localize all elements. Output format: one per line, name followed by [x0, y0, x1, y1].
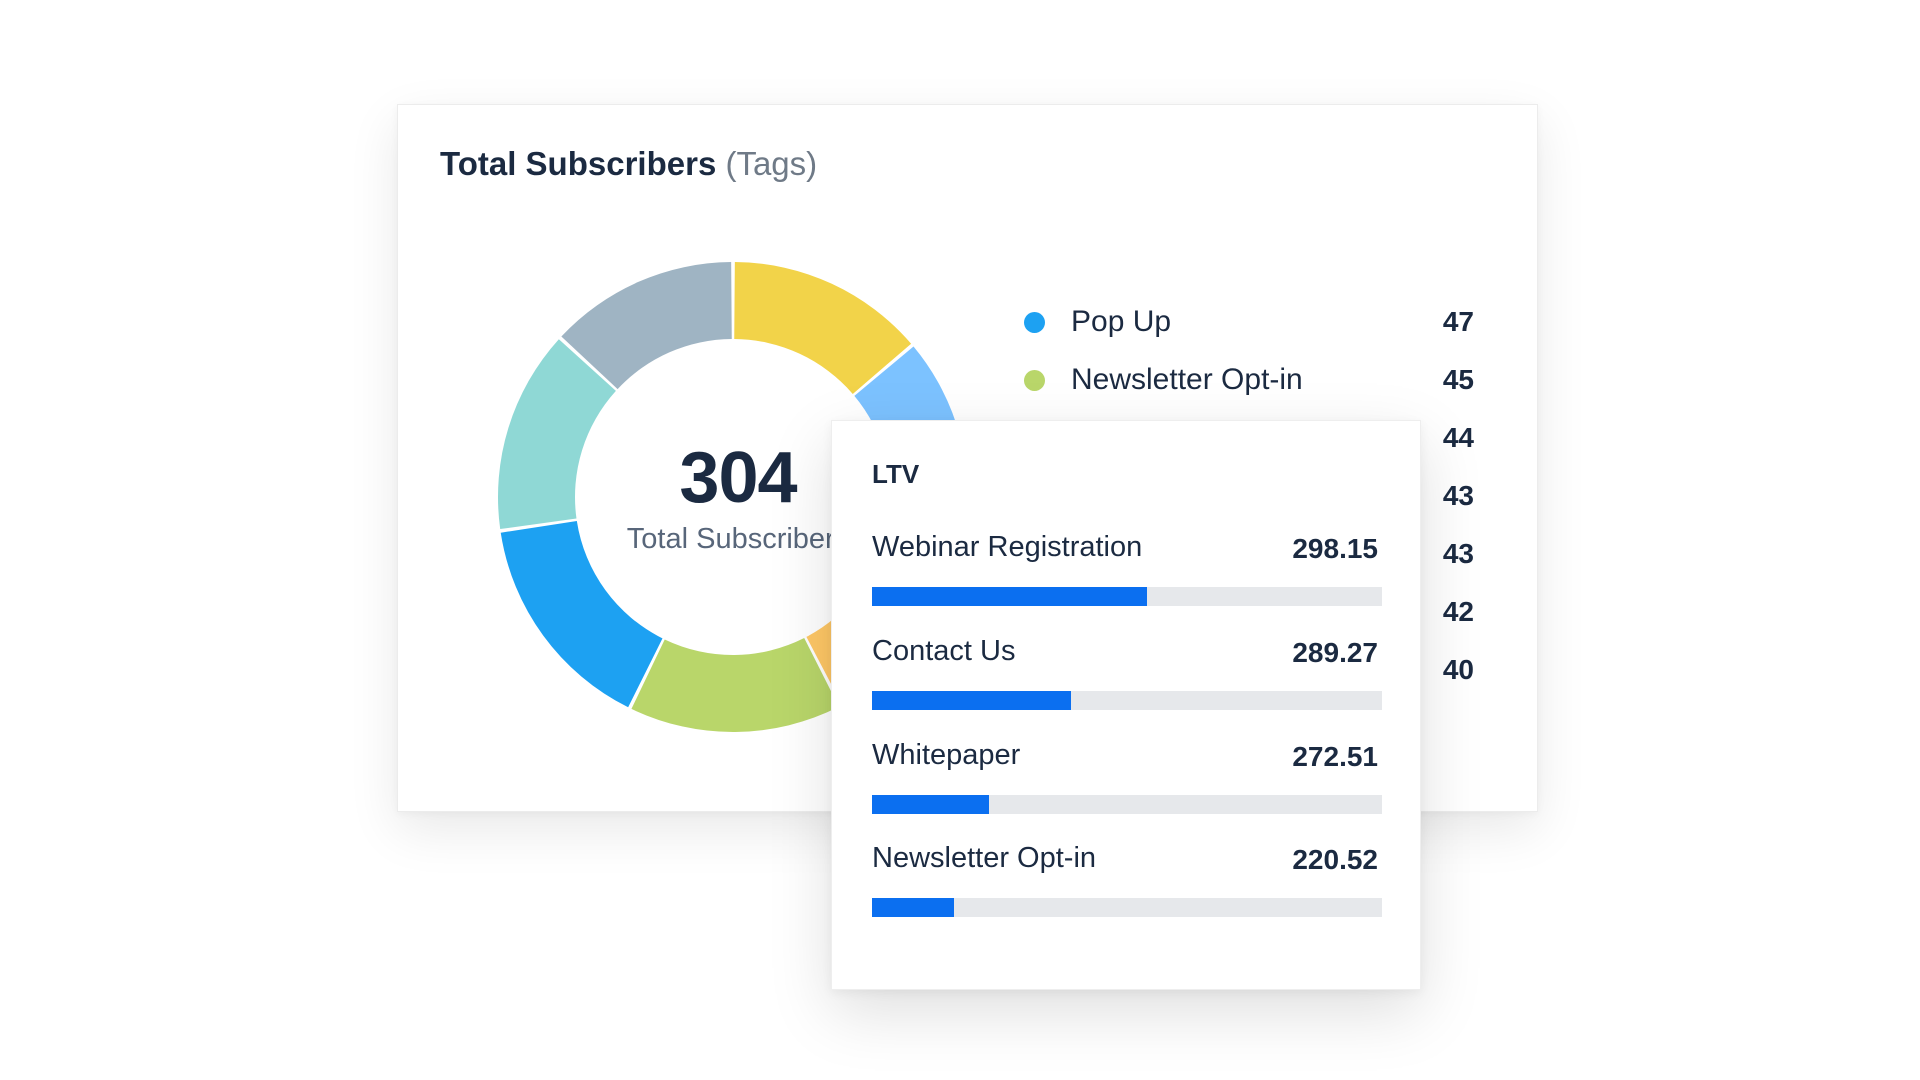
- ltv-bar-value: 272.51: [1292, 741, 1378, 772]
- ltv-bar-track: [872, 587, 1382, 606]
- ltv-bar-track: [872, 795, 1382, 814]
- donut-slice[interactable]: [734, 262, 912, 394]
- card-title: Total Subscribers (Tags): [440, 145, 817, 183]
- legend-value: 44: [1442, 422, 1474, 453]
- ltv-row[interactable]: Webinar Registration 298.15: [872, 531, 1382, 611]
- ltv-title: LTV: [872, 459, 920, 489]
- legend-item[interactable]: Newsletter Opt-in 45: [1024, 351, 1484, 409]
- legend-item[interactable]: Pop Up 47: [1024, 293, 1484, 351]
- legend-value: 43: [1442, 538, 1474, 569]
- ltv-bar-label: Newsletter Opt-in: [872, 842, 1097, 874]
- ltv-row[interactable]: Whitepaper 272.51: [872, 739, 1382, 819]
- donut-legend: Pop Up 47 Newsletter Opt-in 45 44 43: [1024, 293, 1484, 699]
- card-title-suffix: (Tags): [725, 145, 818, 182]
- donut-center-value: 304: [679, 438, 797, 518]
- legend-item[interactable]: 44: [1024, 409, 1484, 467]
- legend-item[interactable]: 43: [1024, 467, 1484, 525]
- legend-value: 43: [1442, 480, 1474, 511]
- legend-dot: [1024, 369, 1045, 391]
- legend-value: 45: [1442, 364, 1474, 395]
- ltv-bar-value: 220.52: [1292, 844, 1378, 875]
- ltv-bar-value: 298.15: [1292, 533, 1378, 564]
- legend-item[interactable]: 43: [1024, 525, 1484, 583]
- card-title-main: Total Subscribers: [440, 145, 717, 182]
- legend-dot: [1024, 311, 1045, 333]
- ltv-bar: [872, 898, 954, 917]
- legend-item[interactable]: 42: [1024, 583, 1484, 641]
- ltv-bar-track: [872, 898, 1382, 917]
- donut-slice[interactable]: [561, 262, 732, 390]
- ltv-row[interactable]: Contact Us 289.27: [872, 635, 1382, 715]
- ltv-bar: [872, 587, 1148, 606]
- donut-slice[interactable]: [631, 638, 839, 732]
- legend-item[interactable]: 40: [1024, 641, 1484, 699]
- legend-value: 47: [1442, 306, 1474, 337]
- ltv-bar-value: 289.27: [1292, 637, 1378, 668]
- legend-label: Pop Up: [1071, 305, 1172, 338]
- ltv-bar: [872, 691, 1071, 710]
- ltv-bar-label: Webinar Registration: [872, 531, 1143, 563]
- legend-value: 42: [1442, 596, 1474, 627]
- donut-center-label: Total Subscribers: [626, 523, 850, 555]
- ltv-bar: [872, 795, 990, 814]
- ltv-bar-label: Contact Us: [872, 635, 1016, 667]
- legend-label: Newsletter Opt-in: [1071, 363, 1303, 396]
- donut-slice[interactable]: [500, 521, 663, 708]
- ltv-card: LTV Webinar Registration 298.15 Contact …: [831, 420, 1421, 990]
- legend-value: 40: [1442, 654, 1474, 685]
- ltv-bar-label: Whitepaper: [872, 739, 1021, 771]
- ltv-bar-track: [872, 691, 1382, 710]
- donut-slice[interactable]: [498, 339, 616, 530]
- ltv-row[interactable]: Newsletter Opt-in 220.52: [872, 842, 1382, 922]
